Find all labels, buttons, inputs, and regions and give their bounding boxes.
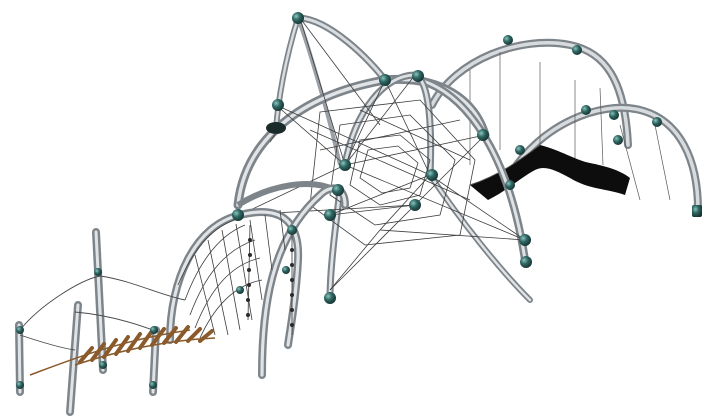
diagonal-support-pole [427, 172, 533, 303]
right-arch-tunnel [428, 38, 702, 217]
connector-knob [581, 105, 591, 115]
connector-knob [287, 225, 297, 235]
net-tunnel-front-arch [166, 208, 303, 349]
climbing-grid-net [177, 209, 286, 339]
connector-knob [332, 184, 344, 196]
connector-knob [520, 256, 532, 268]
connector-knob [613, 135, 623, 145]
connector-knob [150, 326, 158, 334]
connector-knob [272, 99, 284, 111]
connector-knobs [16, 12, 662, 389]
connector-knob [16, 381, 24, 389]
connector-knob [572, 45, 582, 55]
connector-knob [379, 74, 391, 86]
connector-knob [149, 381, 157, 389]
hanging-disc [266, 122, 286, 134]
connector-knob [94, 268, 102, 276]
bead-chain-left [246, 224, 252, 321]
connector-knob [324, 292, 336, 304]
plank-rope-bridge [15, 228, 216, 416]
connector-knob [503, 35, 513, 45]
central-rope-web-tower [233, 14, 533, 303]
left-net-tunnel [166, 181, 349, 379]
connector-knob [99, 361, 107, 369]
connector-knob [282, 266, 290, 274]
bead-chain-right [290, 230, 294, 335]
connector-knob [426, 169, 438, 181]
connector-knob [477, 129, 489, 141]
connector-knob [232, 209, 244, 221]
connector-knob [505, 180, 515, 190]
connector-knob [412, 70, 424, 82]
connector-knob [324, 209, 336, 221]
spider-web-net [239, 17, 526, 291]
connector-knob [292, 12, 304, 24]
connector-knob [16, 326, 24, 334]
connector-knob [236, 286, 244, 294]
tall-arch-left [296, 14, 389, 84]
connector-knob [652, 117, 662, 127]
connector-knob [409, 199, 421, 211]
connector-knob [519, 234, 531, 246]
connector-knob [515, 145, 525, 155]
bridge-planks [78, 325, 214, 364]
connector-knob [339, 159, 351, 171]
connector-knob [609, 110, 619, 120]
